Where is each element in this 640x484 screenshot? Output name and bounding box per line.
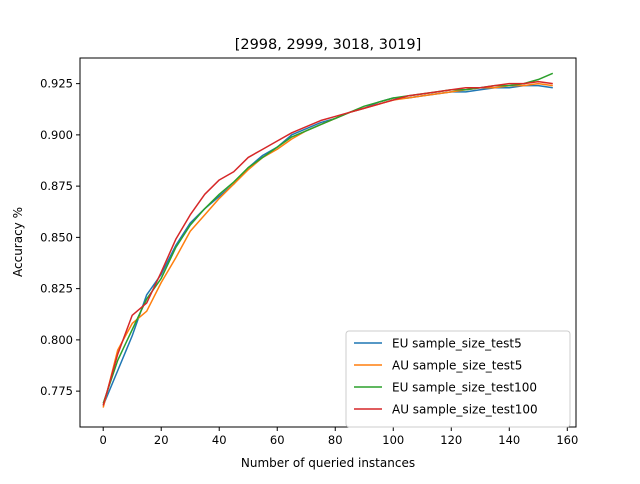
plot-frame [79, 57, 577, 428]
x-tick-label: 120 [440, 433, 462, 447]
x-tick-label: 40 [212, 433, 227, 447]
x-axis: 0 20 40 60 80 100 120 140 160 [100, 427, 578, 447]
y-tick-label: 0.900 [40, 128, 73, 142]
x-axis-label: Number of queried instances [241, 456, 415, 470]
x-tick-label: 60 [270, 433, 285, 447]
y-axis: 0.775 0.800 0.825 0.850 0.875 0.900 0.925 [40, 77, 80, 398]
legend-entry-label: EU sample_size_test5 [392, 337, 522, 351]
y-tick-label: 0.875 [40, 179, 73, 193]
legend-entry-label: AU sample_size_test5 [392, 359, 522, 373]
legend-box [345, 330, 571, 428]
plot-lines [102, 72, 554, 408]
x-tick-label: 100 [382, 433, 404, 447]
chart-title: [2998, 2999, 3018, 3019] [235, 37, 422, 53]
y-tick-label: 0.800 [40, 333, 73, 347]
x-tick-label: 0 [100, 433, 107, 447]
y-tick-label: 0.775 [40, 384, 73, 398]
legend-entry-label: AU sample_size_test100 [392, 403, 538, 417]
series-line-4 [102, 80, 553, 406]
y-tick-label: 0.925 [40, 77, 73, 91]
x-tick-label: 80 [328, 433, 343, 447]
legend: EU sample_size_test5 AU sample_size_test5… [345, 330, 571, 428]
y-tick-label: 0.850 [40, 230, 73, 244]
y-axis-label: Accuracy % [11, 207, 25, 277]
y-tick-label: 0.825 [40, 282, 73, 296]
series-line-1 [102, 84, 553, 406]
legend-entry-label: EU sample_size_test100 [392, 381, 537, 395]
x-tick-label: 140 [498, 433, 520, 447]
x-tick-label: 160 [556, 433, 578, 447]
x-tick-label: 20 [154, 433, 169, 447]
